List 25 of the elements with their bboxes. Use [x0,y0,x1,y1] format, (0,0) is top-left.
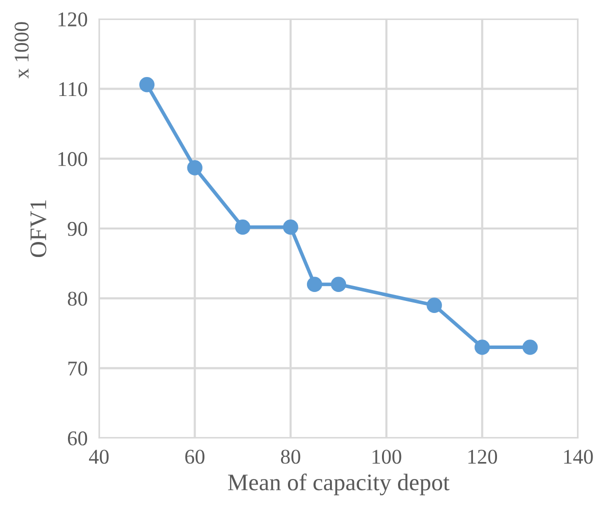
x-axis-title: Mean of capacity depot [228,474,450,496]
y-tick-label: 120 [58,12,88,26]
y-tick-label: 80 [68,292,88,306]
y-tick-label: 100 [58,152,88,166]
y-tick-label: 110 [59,82,88,96]
y-tick-label: 90 [68,222,88,236]
point [282,219,298,235]
x-tick-label: 80 [280,450,300,464]
y-tick-label: 70 [68,362,88,376]
text: x 1000 [14,22,29,78]
x-tick-label: 140 [564,450,593,464]
x-tick-label: 60 [185,450,204,464]
point [187,160,202,176]
point [522,340,538,355]
point [139,77,155,92]
point [306,276,322,292]
x-tick-label: 40 [88,450,109,464]
y-axis-title: OFV1 [30,200,46,258]
point [474,340,490,355]
x-tick-label: 100 [372,450,402,464]
y-tick-label: 60 [68,431,88,446]
point [330,276,346,292]
x-tick-label: 120 [468,450,498,464]
point [426,298,442,313]
point [235,219,250,235]
